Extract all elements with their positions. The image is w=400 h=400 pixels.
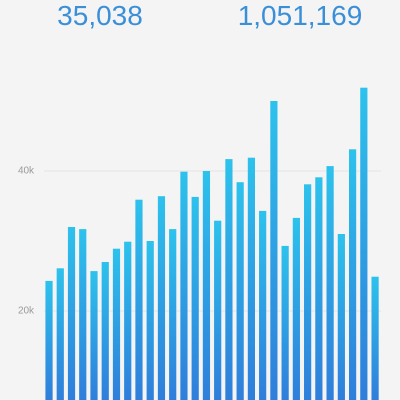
bar bbox=[169, 229, 177, 400]
bar bbox=[315, 177, 323, 400]
bar bbox=[157, 196, 166, 400]
bar bbox=[146, 241, 154, 400]
bar bbox=[337, 234, 345, 400]
bar bbox=[101, 262, 109, 400]
bar bbox=[90, 271, 98, 400]
bar bbox=[135, 199, 143, 400]
bar bbox=[259, 210, 267, 400]
bar bbox=[112, 248, 121, 400]
bar bbox=[304, 184, 312, 400]
bar bbox=[191, 196, 199, 400]
bar bbox=[371, 276, 379, 400]
y-tick-label: 40k bbox=[18, 166, 35, 177]
bar bbox=[348, 149, 357, 400]
bar bbox=[247, 157, 256, 400]
bar bbox=[124, 241, 132, 400]
bar bbox=[56, 268, 64, 400]
y-tick-label: 20k bbox=[18, 306, 35, 317]
bar bbox=[45, 280, 53, 400]
bar bbox=[236, 182, 244, 400]
stat-value: 35,038 bbox=[57, 0, 143, 31]
stat-value: 1,051,169 bbox=[238, 0, 363, 31]
bar bbox=[292, 217, 300, 400]
bar bbox=[180, 171, 188, 400]
bar bbox=[202, 171, 211, 400]
bar bbox=[214, 220, 222, 400]
bar bbox=[225, 159, 233, 400]
bar bbox=[79, 229, 87, 400]
bar bbox=[360, 87, 368, 400]
bar bbox=[270, 101, 278, 400]
bar bbox=[67, 227, 76, 400]
bar bbox=[326, 166, 334, 400]
plot: 20k 40k bbox=[18, 87, 381, 400]
bar bbox=[281, 245, 289, 400]
